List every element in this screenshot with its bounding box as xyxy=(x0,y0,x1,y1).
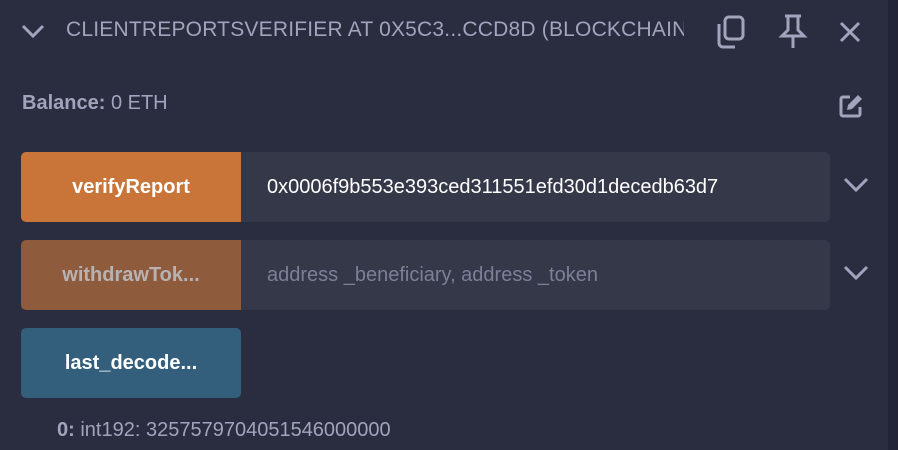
contract-title: CLIENTREPORTSVERIFIER AT 0X5C3...CCD8D (… xyxy=(66,18,684,41)
chevron-down-icon[interactable] xyxy=(842,176,870,194)
close-icon[interactable] xyxy=(838,20,862,44)
balance-label: Balance: xyxy=(22,92,106,114)
output-value: int192: 3257579704051546000000 xyxy=(80,419,391,441)
withdraw-token-input[interactable]: address _beneficiary, address _token xyxy=(241,240,830,310)
last-decoded-button[interactable]: last_decode... xyxy=(21,328,241,398)
edit-icon[interactable] xyxy=(838,93,864,119)
verify-report-button[interactable]: verifyReport xyxy=(21,152,241,222)
copy-icon[interactable] xyxy=(715,15,747,49)
balance: Balance: 0 ETH xyxy=(22,92,168,115)
verify-report-input[interactable]: 0x0006f9b553e393ced311551efd30d1decedb63… xyxy=(241,152,830,222)
chevron-down-icon[interactable] xyxy=(20,22,46,40)
scrollbar[interactable] xyxy=(888,0,898,450)
call-output: 0: int192: 3257579704051546000000 xyxy=(57,419,391,442)
chevron-down-icon[interactable] xyxy=(842,264,870,282)
output-index: 0: xyxy=(57,419,75,441)
withdraw-token-button[interactable]: withdrawTok... xyxy=(21,240,241,310)
pin-icon[interactable] xyxy=(778,14,808,50)
balance-value: 0 ETH xyxy=(110,92,168,114)
